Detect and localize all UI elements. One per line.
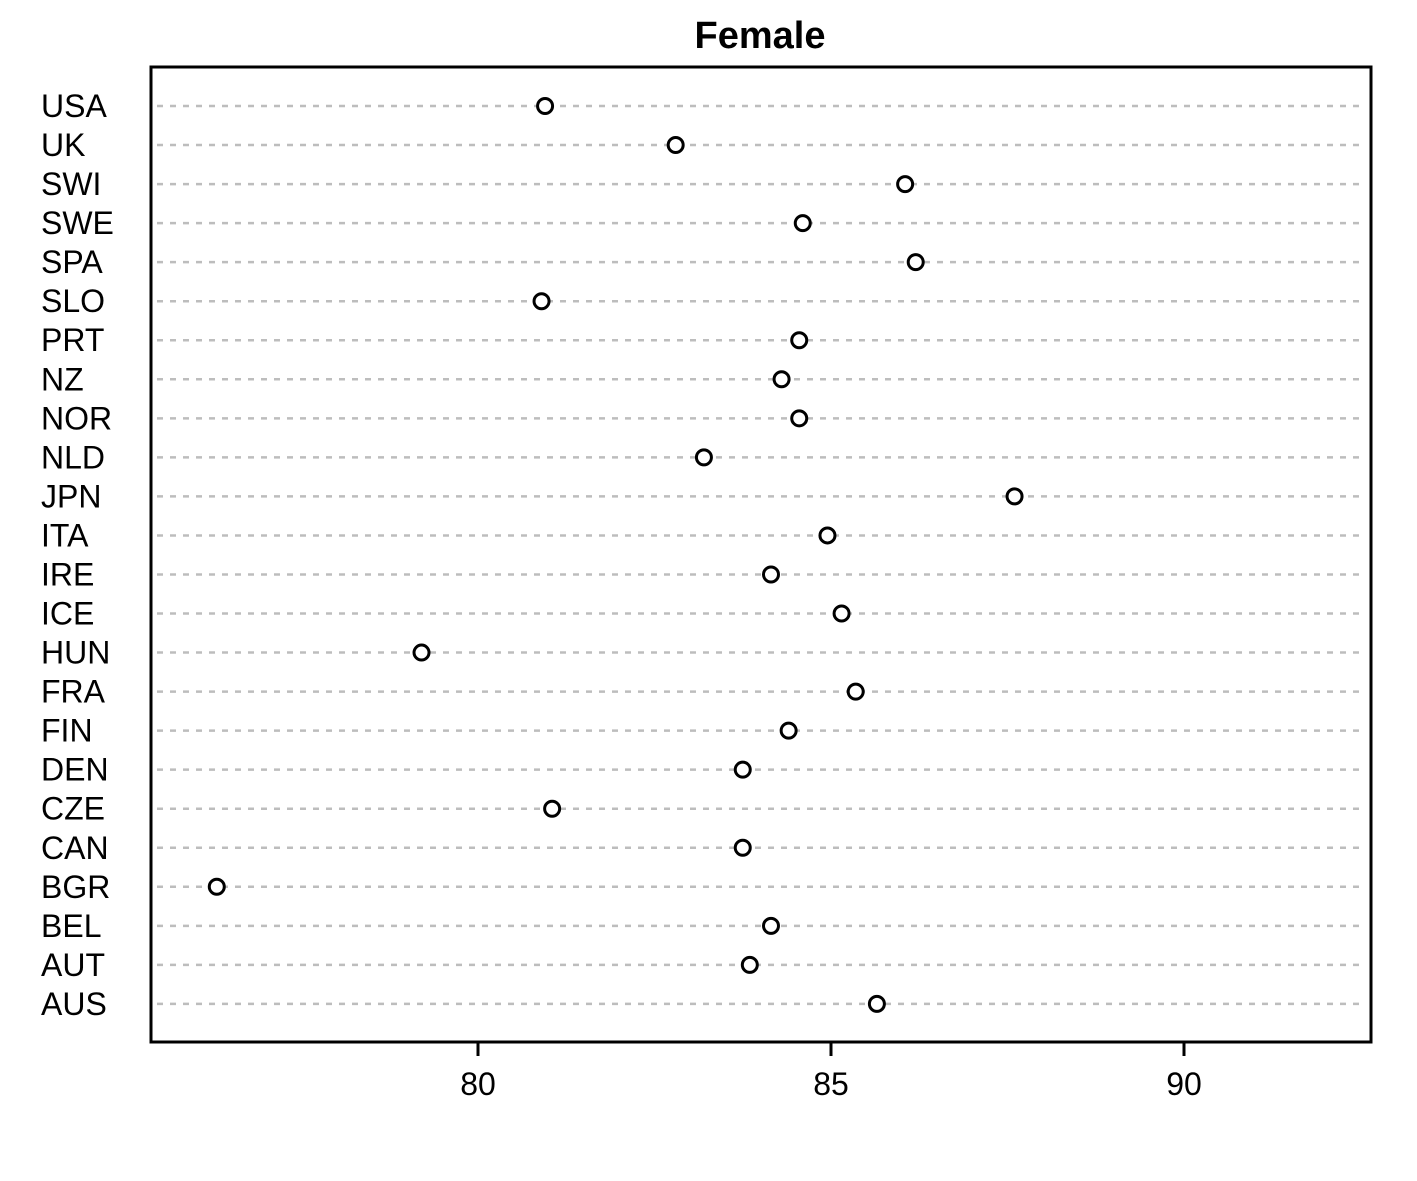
data-point-ice — [832, 604, 851, 623]
data-point-cze — [543, 799, 562, 818]
category-label-can: CAN — [41, 830, 109, 866]
data-point-nor — [790, 409, 809, 428]
x-tick-label: 85 — [813, 1066, 849, 1102]
category-label-nz: NZ — [41, 361, 84, 397]
category-label-swi: SWI — [41, 166, 101, 202]
category-label-ita: ITA — [41, 517, 89, 553]
grid-lines — [157, 104, 1365, 1006]
data-point-spa — [906, 253, 925, 272]
data-point-slo — [532, 292, 551, 311]
category-label-aut: AUT — [41, 947, 105, 983]
category-label-den: DEN — [41, 752, 109, 788]
data-point-nld — [694, 448, 713, 467]
x-tick-label: 80 — [460, 1066, 496, 1102]
plot-frame — [149, 65, 1373, 1044]
data-point-prt — [790, 331, 809, 350]
data-point-aus — [867, 994, 886, 1013]
data-point-fra — [846, 682, 865, 701]
category-label-spa: SPA — [41, 244, 103, 280]
data-point-jpn — [1005, 487, 1024, 506]
data-point-den — [733, 760, 752, 779]
category-label-ire: IRE — [41, 556, 94, 592]
category-label-cze: CZE — [41, 791, 105, 827]
category-label-fra: FRA — [41, 674, 106, 710]
data-point-aut — [740, 955, 759, 974]
data-point-bel — [761, 916, 780, 935]
category-label-nld: NLD — [41, 439, 105, 475]
data-point-swi — [896, 175, 915, 194]
data-point-uk — [666, 136, 685, 155]
category-label-ice: ICE — [41, 596, 94, 632]
category-label-swe: SWE — [41, 205, 114, 241]
data-point-usa — [536, 97, 555, 115]
category-label-fin: FIN — [41, 713, 93, 749]
category-label-slo: SLO — [41, 283, 105, 319]
data-point-can — [733, 838, 752, 857]
x-tick-label: 90 — [1166, 1066, 1202, 1102]
category-label-bel: BEL — [41, 908, 101, 944]
category-label-uk: UK — [41, 127, 85, 163]
data-point-nz — [772, 370, 791, 389]
data-point-swe — [793, 214, 812, 233]
x-axis: 80 85 90 — [460, 1040, 1202, 1102]
category-label-prt: PRT — [41, 322, 104, 358]
data-point-ire — [761, 565, 780, 584]
category-label-jpn: JPN — [41, 478, 101, 514]
category-label-bgr: BGR — [41, 869, 110, 905]
category-label-hun: HUN — [41, 635, 110, 671]
category-label-nor: NOR — [41, 400, 112, 436]
data-points — [207, 97, 1024, 1013]
chart-title: Female — [695, 15, 826, 57]
category-label-aus: AUS — [41, 986, 107, 1022]
data-point-bgr — [207, 877, 226, 896]
data-point-ita — [818, 526, 837, 545]
category-label-usa: USA — [41, 88, 107, 124]
data-point-hun — [412, 643, 431, 662]
data-point-fin — [779, 721, 798, 740]
